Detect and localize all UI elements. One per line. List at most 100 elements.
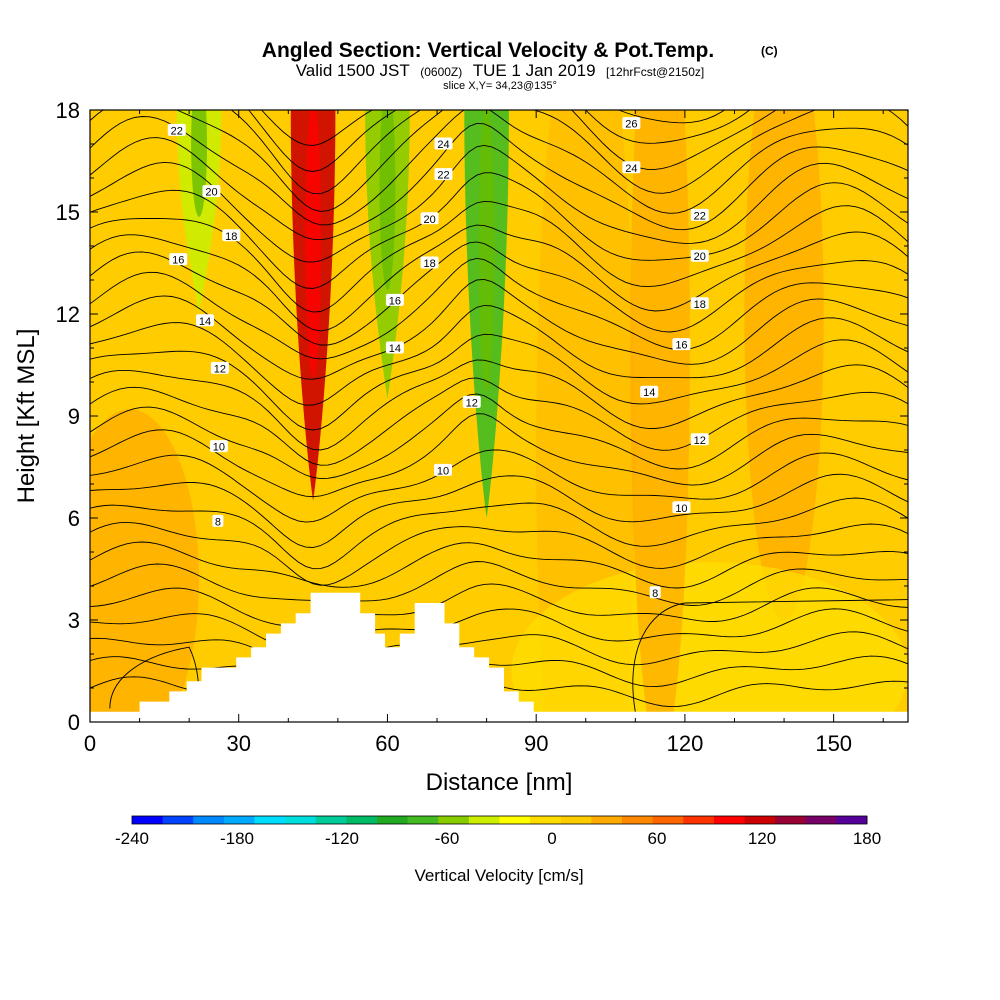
contour-label-box bbox=[690, 208, 709, 221]
theta-contour bbox=[632, 599, 908, 712]
y-tick-label: 0 bbox=[68, 710, 80, 735]
contour-label-text: 24 bbox=[437, 139, 449, 151]
contour-labels: 22 20 18 16 14 12 10 8 24 22 20 18 16 14 12 10 26 24 22 20 1… bbox=[167, 117, 709, 600]
contour-label-box bbox=[169, 253, 188, 266]
colorbar-tick-label: -60 bbox=[435, 829, 460, 848]
contour-label-box bbox=[385, 341, 404, 354]
colorbar-tick-label: -120 bbox=[325, 829, 359, 848]
chart-title: Angled Section: Vertical Velocity & Pot.… bbox=[262, 39, 714, 62]
contour-label-box bbox=[672, 501, 691, 514]
contour-label-box bbox=[690, 433, 709, 446]
colorbar-swatch bbox=[683, 816, 715, 824]
colorbar-swatch bbox=[499, 816, 531, 824]
colorbar-frame bbox=[131, 815, 868, 825]
contour-label: 22 bbox=[434, 168, 453, 182]
contour-label: 22 bbox=[690, 208, 709, 222]
colorbar-tick-label: 180 bbox=[853, 829, 881, 848]
colorbar-swatch bbox=[193, 816, 225, 824]
x-tick-label: 60 bbox=[375, 731, 399, 756]
contour-label-text: 14 bbox=[389, 343, 401, 355]
contour-label: 24 bbox=[622, 161, 641, 175]
theta-contour bbox=[90, 561, 908, 606]
theta-contour bbox=[90, 144, 908, 263]
contour-label-box bbox=[196, 314, 215, 327]
theta-contour bbox=[90, 521, 908, 586]
colorbar-swatch bbox=[132, 816, 164, 824]
theta-contour bbox=[90, 304, 908, 406]
velocity-patch bbox=[744, 110, 824, 620]
colorbar-swatch bbox=[162, 816, 194, 824]
theta-contour bbox=[90, 541, 908, 589]
contour-label: 20 bbox=[202, 185, 221, 199]
contour-label-text: 16 bbox=[389, 295, 401, 307]
valid-line: Valid 1500 JST (0600Z) TUE 1 Jan 2019 [1… bbox=[296, 61, 705, 80]
contour-label-text: 20 bbox=[423, 214, 435, 226]
x-axis: 0 30 60 90 120 150 Distance [nm] bbox=[84, 731, 852, 796]
y-axis-label: Height [Kft MSL] bbox=[13, 329, 40, 504]
contour-label-text: 14 bbox=[643, 387, 655, 399]
colorbar-ticks: -240 -180 -120 -60 0 60 120 180 bbox=[115, 829, 881, 848]
title-unit: (C) bbox=[761, 44, 778, 58]
theta-contour bbox=[90, 449, 908, 523]
colorbar-swatch bbox=[285, 816, 317, 824]
contour-label-box bbox=[640, 385, 659, 398]
contour-label-text: 22 bbox=[171, 125, 183, 137]
y-tick-label: 6 bbox=[68, 506, 80, 531]
contour-label: 22 bbox=[167, 123, 186, 137]
valid-prefix: Valid 1500 JST bbox=[296, 61, 410, 80]
theta-contour bbox=[90, 241, 908, 346]
contour-label-text: 10 bbox=[437, 465, 449, 477]
contour-label-text: 12 bbox=[466, 397, 478, 409]
contour-label: 18 bbox=[420, 256, 439, 270]
contour-label: 18 bbox=[222, 229, 241, 243]
valid-zulu: (0600Z) bbox=[420, 65, 462, 79]
contour-label-text: 18 bbox=[225, 231, 237, 243]
y-axis: 0 3 6 9 12 15 18 Height [Kft MSL] bbox=[13, 98, 80, 735]
theta-contour bbox=[90, 473, 908, 548]
colorbar-swatch bbox=[560, 816, 592, 824]
contour-label-box bbox=[434, 168, 453, 181]
contour-label-text: 18 bbox=[694, 299, 706, 311]
contour-label-box bbox=[212, 514, 224, 527]
contour-label-text: 12 bbox=[694, 435, 706, 447]
theta-contour bbox=[90, 278, 908, 380]
colorbar-tick-label: 60 bbox=[648, 829, 667, 848]
colorbar-swatch bbox=[254, 816, 286, 824]
contour-label-box bbox=[690, 249, 709, 262]
contour-label-text: 24 bbox=[625, 163, 637, 175]
contour-label: 8 bbox=[212, 514, 224, 528]
theta-contour bbox=[90, 172, 908, 289]
contour-label: 14 bbox=[385, 341, 404, 355]
theta-contour bbox=[90, 413, 908, 498]
contour-label-text: 8 bbox=[652, 588, 658, 600]
colorbar-swatch bbox=[713, 816, 745, 824]
colorbar-swatch bbox=[315, 816, 347, 824]
contour-label-text: 18 bbox=[423, 258, 435, 270]
contour-label-text: 10 bbox=[213, 442, 225, 454]
contour-label-box bbox=[649, 586, 661, 599]
contour-label-text: 8 bbox=[215, 516, 221, 528]
contour-label-text: 20 bbox=[205, 187, 217, 199]
theta-contour bbox=[90, 110, 908, 212]
theta-contour bbox=[230, 110, 908, 195]
contour-label-box bbox=[420, 212, 439, 225]
x-tick-label: 30 bbox=[226, 731, 250, 756]
contour-label-box bbox=[420, 256, 439, 269]
contour-label-box bbox=[690, 297, 709, 310]
contour-label-box bbox=[434, 137, 453, 150]
contour-label-text: 16 bbox=[172, 255, 184, 267]
contour-label-box bbox=[202, 185, 221, 198]
theta-contour bbox=[90, 655, 908, 693]
contour-label: 14 bbox=[196, 314, 215, 328]
velocity-patch bbox=[511, 562, 908, 722]
contour-label: 18 bbox=[690, 297, 709, 311]
theta-contour bbox=[90, 608, 908, 652]
contour-label: 10 bbox=[672, 501, 691, 515]
velocity-patch bbox=[630, 110, 690, 722]
terrain bbox=[90, 592, 908, 722]
velocity-core-center bbox=[478, 110, 495, 392]
plot-area: 22 20 18 16 14 12 10 8 24 22 20 18 16 14 12 10 26 24 22 20 1… bbox=[90, 110, 908, 722]
contour-label-text: 26 bbox=[625, 119, 637, 131]
contour-label: 20 bbox=[690, 249, 709, 263]
axis-ticks bbox=[89, 109, 908, 723]
